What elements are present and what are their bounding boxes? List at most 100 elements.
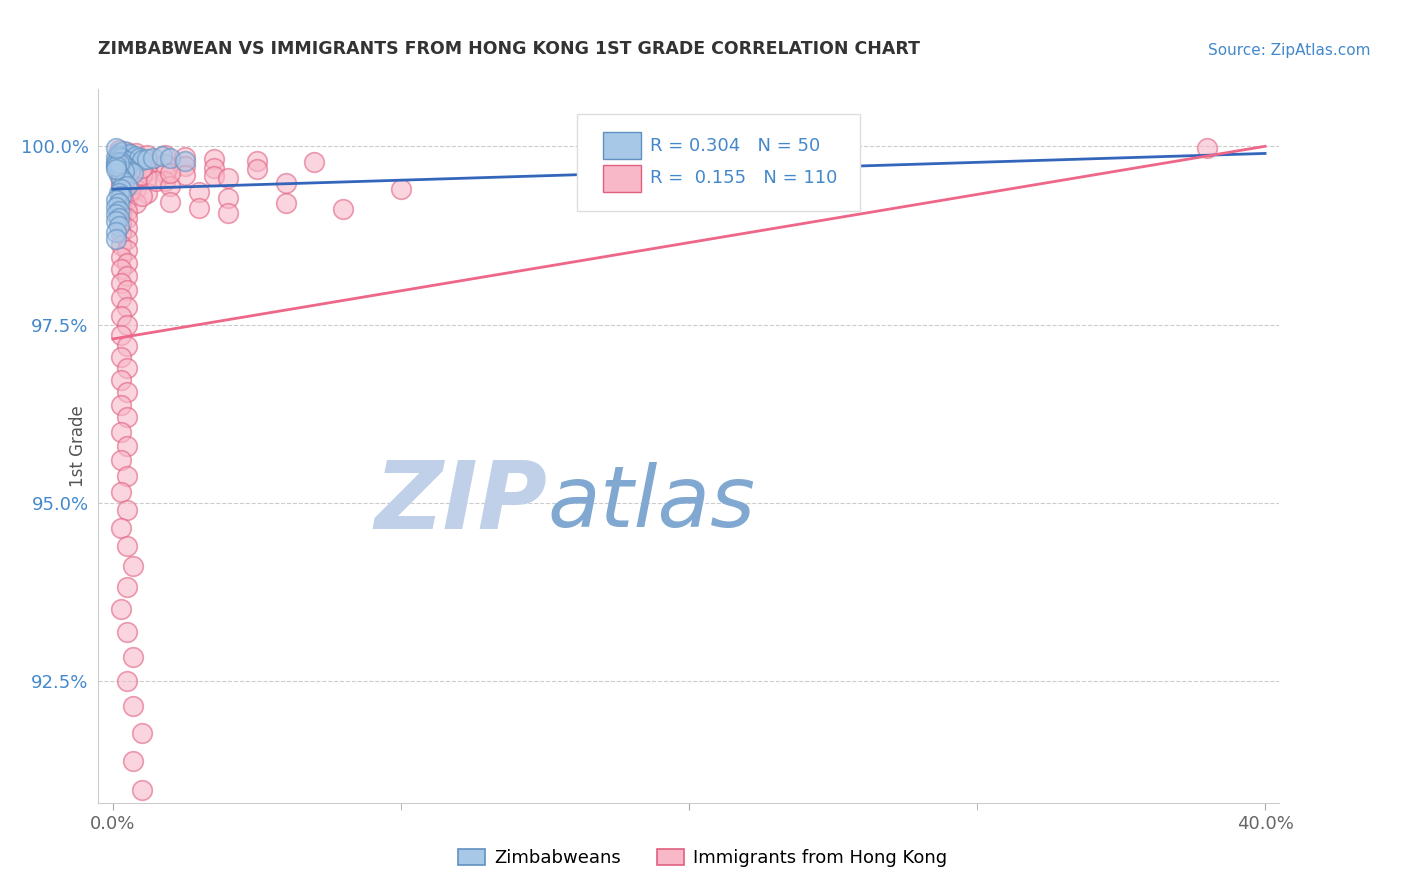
Point <box>153 173 176 187</box>
Point <box>592 146 614 161</box>
Point <box>110 189 132 203</box>
Point <box>128 151 150 165</box>
Point <box>104 162 127 177</box>
Point <box>115 674 138 689</box>
Point <box>246 162 269 177</box>
Point <box>110 601 132 615</box>
Point <box>115 580 138 594</box>
Point <box>115 211 138 225</box>
Point <box>131 161 153 175</box>
Text: ZIP: ZIP <box>374 457 547 549</box>
Point <box>107 203 129 218</box>
Point <box>110 485 132 500</box>
Point <box>136 155 159 169</box>
Point <box>104 214 127 228</box>
Point <box>173 159 195 173</box>
Point <box>122 699 145 714</box>
Point <box>173 168 195 182</box>
Point <box>153 166 176 180</box>
Point <box>173 150 195 164</box>
Point <box>136 152 159 166</box>
Point <box>110 373 132 387</box>
Point <box>153 157 176 171</box>
Point <box>110 155 132 169</box>
Point <box>115 256 138 270</box>
Point <box>246 153 269 168</box>
Point <box>115 284 138 298</box>
Point <box>104 225 127 239</box>
Point <box>107 148 129 162</box>
Point <box>110 277 132 291</box>
Point <box>110 150 132 164</box>
Point <box>120 163 142 178</box>
Point <box>332 202 354 216</box>
Point <box>110 425 132 439</box>
Point <box>107 143 129 157</box>
Point <box>110 216 132 230</box>
Point <box>274 196 297 211</box>
Point <box>125 162 148 177</box>
Point <box>115 624 138 639</box>
Point <box>110 398 132 412</box>
Legend: Zimbabweans, Immigrants from Hong Kong: Zimbabweans, Immigrants from Hong Kong <box>451 841 955 874</box>
Y-axis label: 1st Grade: 1st Grade <box>69 405 87 487</box>
Point <box>145 812 167 826</box>
Point <box>110 177 132 191</box>
Point <box>110 250 132 264</box>
Point <box>136 148 159 162</box>
Point <box>131 189 153 203</box>
Point <box>110 157 132 171</box>
Point <box>202 169 225 184</box>
Point <box>115 161 138 175</box>
Point <box>115 503 138 517</box>
Point <box>110 309 132 323</box>
Point <box>115 153 138 168</box>
Point <box>150 149 173 163</box>
Text: Source: ZipAtlas.com: Source: ZipAtlas.com <box>1208 43 1371 58</box>
Point <box>389 182 412 196</box>
Point <box>110 164 132 178</box>
Point <box>115 179 138 194</box>
Point <box>125 182 148 196</box>
Point <box>115 269 138 284</box>
Point <box>112 175 135 189</box>
Point <box>274 177 297 191</box>
Point <box>110 200 132 214</box>
Point <box>110 182 132 196</box>
Point <box>115 300 138 314</box>
Point <box>125 169 148 184</box>
Point <box>112 158 135 172</box>
Point <box>115 155 138 169</box>
Point <box>110 350 132 364</box>
Bar <box>603 165 641 192</box>
Bar <box>603 132 641 159</box>
Point <box>1197 141 1219 155</box>
Point <box>115 178 138 193</box>
Point <box>104 157 127 171</box>
Text: R = 0.304   N = 50: R = 0.304 N = 50 <box>650 136 820 154</box>
Point <box>159 152 181 166</box>
Point <box>110 189 132 203</box>
Point <box>159 166 181 180</box>
Point <box>110 145 132 159</box>
Point <box>188 185 211 199</box>
Point <box>217 191 239 205</box>
Point <box>107 196 129 211</box>
Point <box>120 147 142 161</box>
Point <box>115 145 138 159</box>
Point <box>115 439 138 453</box>
Point <box>115 203 138 218</box>
Text: R =  0.155   N = 110: R = 0.155 N = 110 <box>650 169 838 187</box>
Point <box>110 207 132 221</box>
Point <box>131 726 153 740</box>
Point <box>110 171 132 186</box>
Point <box>110 237 132 252</box>
Point <box>115 385 138 400</box>
Point <box>104 207 127 221</box>
Point <box>115 152 138 166</box>
FancyBboxPatch shape <box>576 114 860 211</box>
Point <box>131 168 153 182</box>
Point <box>110 178 132 193</box>
Point <box>122 755 145 769</box>
Point <box>122 649 145 664</box>
